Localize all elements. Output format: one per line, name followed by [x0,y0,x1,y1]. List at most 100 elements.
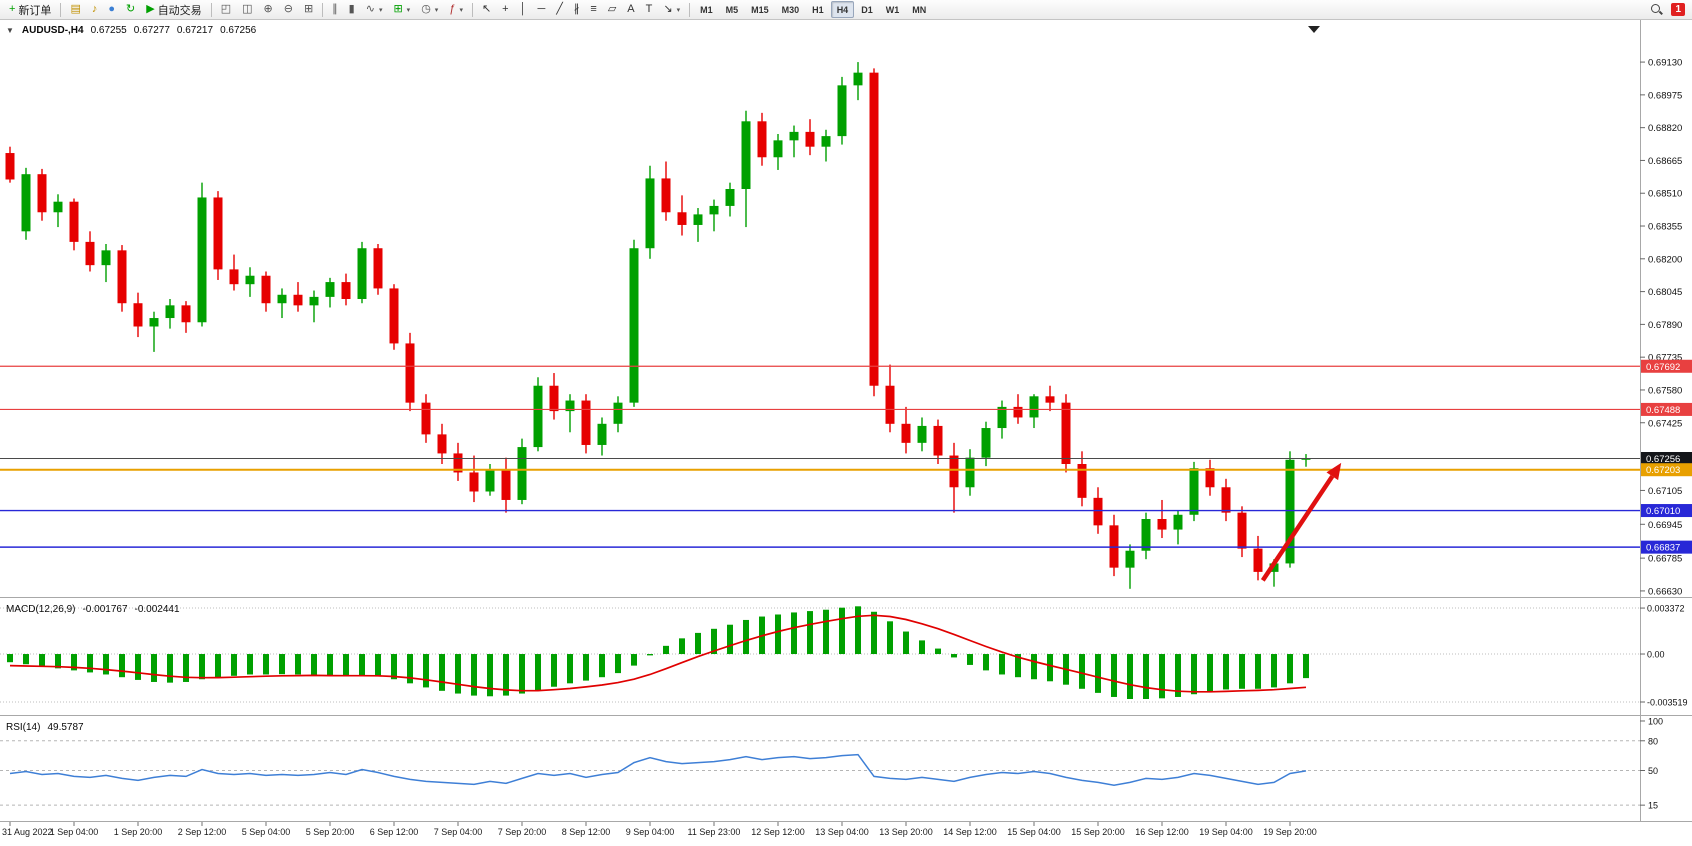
vertical-line-tool-glyph: │ [519,3,527,15]
timeframe-w1[interactable]: W1 [880,1,906,18]
shapes-tool[interactable]: ▱ [603,1,621,18]
indicator-gridlines [0,607,1640,806]
arrows-tool[interactable]: ↘ ▾ [658,1,685,18]
charts-panel-icon-glyph: ▤ [70,3,81,15]
svg-text:0.67488: 0.67488 [1646,405,1680,416]
timeframe-m30[interactable]: M30 [776,1,806,18]
toolbar-separator [689,2,691,17]
svg-text:0.67890: 0.67890 [1648,320,1682,331]
svg-text:0.68510: 0.68510 [1648,189,1682,200]
svg-text:1 Sep 04:00: 1 Sep 04:00 [50,827,99,837]
indicators-button[interactable]: ƒ ▾ [444,1,468,18]
alerts-icon[interactable]: ♪ [87,1,103,18]
community-icon-glyph: ● [108,3,115,15]
price-scale-area[interactable] [1641,20,1692,821]
trendline-tool[interactable]: ╱ [551,1,568,18]
timeframe-m15[interactable]: M15 [745,1,775,18]
community-icon[interactable]: ● [103,1,120,18]
channel-tool[interactable]: ∦ [569,1,585,18]
svg-text:0.66630: 0.66630 [1648,586,1682,597]
trend-arrow-annotation[interactable] [1260,462,1342,582]
macd-layer [7,606,1309,700]
svg-text:1 Sep 20:00: 1 Sep 20:00 [114,827,163,837]
text-tool[interactable]: A [622,1,639,18]
cursor-tool[interactable]: ↖ [477,1,496,18]
timeframe-m1[interactable]: M1 [694,1,719,18]
candlestick-chart-icon[interactable]: ▮ [344,1,360,18]
indicators-button-glyph: ƒ [449,3,456,15]
horizontal-line-tool[interactable]: ─ [532,1,550,18]
macd-pane-area[interactable] [0,598,1640,715]
svg-text:19 Sep 20:00: 19 Sep 20:00 [1263,827,1317,837]
refresh-icon[interactable]: ↻ [121,1,140,18]
svg-text:7 Sep 04:00: 7 Sep 04:00 [434,827,483,837]
new-chart-button-glyph: ⊞ [393,3,403,15]
svg-text:0.00: 0.00 [1647,650,1665,660]
horizontal-line-tool-glyph: ─ [537,3,546,15]
svg-text:19 Sep 04:00: 19 Sep 04:00 [1199,827,1253,837]
fibonacci-tool[interactable]: ≡ [585,1,601,18]
svg-text:12 Sep 12:00: 12 Sep 12:00 [751,827,805,837]
timeframe-h1-label: H1 [812,4,824,15]
crosshair-tool[interactable]: + [497,1,513,18]
line-chart-icon-glyph: ∿ [365,3,375,15]
rsi-pane-area[interactable] [0,716,1640,821]
timeframe-d1[interactable]: D1 [855,1,879,18]
fibonacci-tool-glyph: ≡ [590,3,597,15]
horizontal-level-lines[interactable] [0,365,1640,548]
label-tool-glyph: T [645,3,653,15]
time-axis[interactable]: 31 Aug 20221 Sep 04:00 1 Sep 20:00 2 Sep 1… [2,822,1317,837]
timeframe-m15-label: M15 [751,4,769,15]
vertical-line-tool[interactable]: │ [515,1,532,18]
tile-grid-icon[interactable]: ⊞ [299,1,318,18]
timeframe-h1[interactable]: H1 [806,1,830,18]
timeframe-mn-label: MN [912,4,927,15]
svg-text:14 Sep 12:00: 14 Sep 12:00 [943,827,997,837]
text-tool-glyph: A [627,3,635,15]
svg-text:0.68045: 0.68045 [1648,287,1682,298]
bars-chart-icon[interactable]: ∥ [327,1,343,18]
svg-text:5 Sep 04:00: 5 Sep 04:00 [242,827,291,837]
alerts-icon-glyph: ♪ [91,3,98,15]
timeframe-d1-label: D1 [861,4,873,15]
svg-text:0.68820: 0.68820 [1648,123,1682,134]
svg-text:8 Sep 12:00: 8 Sep 12:00 [562,827,611,837]
timeframe-mn[interactable]: MN [906,1,932,18]
svg-text:0.68200: 0.68200 [1648,254,1682,265]
charts-panel-icon[interactable]: ▤ [65,1,85,18]
svg-text:16 Sep 12:00: 16 Sep 12:00 [1135,827,1189,837]
timeframe-m5[interactable]: M5 [720,1,745,18]
svg-text:11 Sep 23:00: 11 Sep 23:00 [688,827,741,837]
label-tool[interactable]: T [641,1,658,18]
period-clock-button-glyph: ◷ [421,3,431,15]
candles-layer [5,62,1311,589]
timeframe-m1-label: M1 [700,4,713,15]
caret-down-icon: ▾ [676,6,681,14]
pane-borders [0,20,1692,822]
timeframe-w1-label: W1 [885,4,900,15]
svg-text:0.66945: 0.66945 [1648,520,1682,531]
line-chart-icon[interactable]: ∿ ▾ [361,1,388,18]
chart-canvas[interactable]: 0.69130 0.68975 0.68820 0.68665 0.68510 0.683… [0,20,1692,846]
zoom-in-button[interactable]: ⊕ [259,1,278,18]
chart-shift-marker[interactable] [1308,26,1320,33]
zoom-out-button[interactable]: ⊖ [279,1,298,18]
tile-windows-icon[interactable]: ◫ [237,1,257,18]
time-scale-area[interactable] [0,822,1692,846]
svg-text:13 Sep 20:00: 13 Sep 20:00 [879,827,933,837]
svg-text:6 Sep 12:00: 6 Sep 12:00 [370,827,419,837]
price-pane-area[interactable] [0,20,1640,597]
search-icon[interactable] [1650,3,1663,16]
main-toolbar: + 新订单 ▤ ♪ ● ↻ ▶ 自动交易 ◰ ◫ ⊕ ⊖ ⊞ ∥ ▮ ∿ ▾ ⊞ ▾ ◷ ▾ ƒ ▾ ↖ + │ ─ ╱ ∦ ≡ ▱ A T ↘ ▾… [0,0,1692,20]
timeframe-h4[interactable]: H4 [830,1,855,18]
new-order-button[interactable]: + 新订单 [4,1,56,18]
toolbar-separator [322,2,324,17]
svg-text:9 Sep 04:00: 9 Sep 04:00 [626,827,675,837]
period-clock-button[interactable]: ◷ ▾ [416,1,443,18]
new-chart-button[interactable]: ⊞ ▾ [388,1,415,18]
bars-chart-icon-glyph: ∥ [332,3,338,15]
cascade-windows-icon[interactable]: ◰ [216,1,236,18]
notification-badge[interactable]: 1 [1671,3,1685,16]
autotrading-button[interactable]: ▶ 自动交易 [141,1,206,18]
